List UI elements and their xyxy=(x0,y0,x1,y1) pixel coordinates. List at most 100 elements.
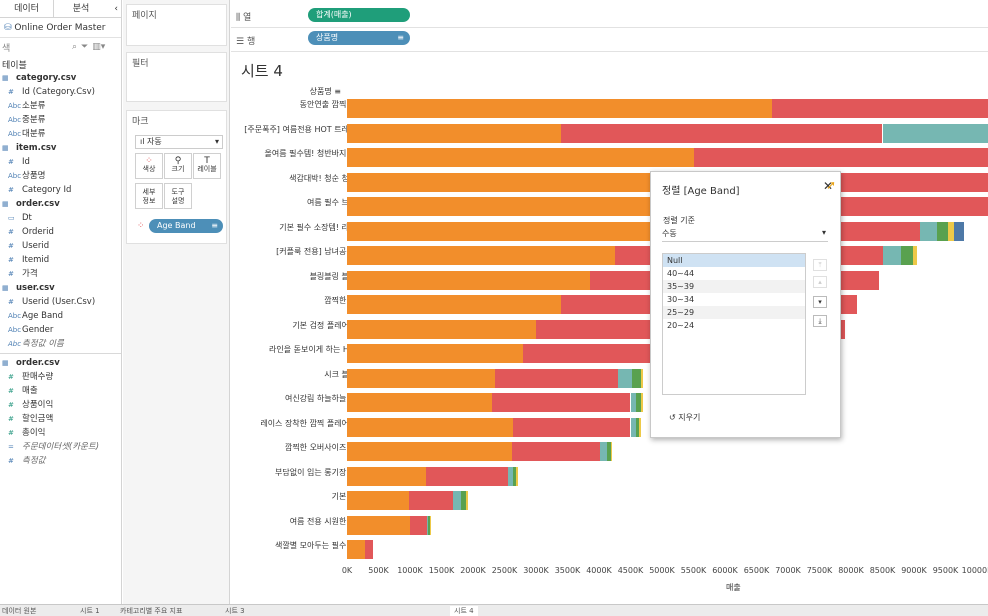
row-label[interactable]: 동안연출 깜찍 원피스 xyxy=(299,100,371,109)
bar-segment[interactable] xyxy=(347,197,738,216)
field-item[interactable]: Abc측정값 이름 xyxy=(8,339,64,349)
field-item[interactable]: # 상품이익 xyxy=(8,400,54,410)
view-toggle-icon[interactable]: ▥▾ xyxy=(92,42,106,52)
bar-segment[interactable] xyxy=(512,442,601,461)
field-item[interactable]: Abc대분류 xyxy=(8,129,46,139)
label-button[interactable]: T 레이블 xyxy=(193,153,221,179)
move-top-button[interactable]: ⤒ xyxy=(813,259,827,271)
row-label[interactable]: [주문폭주] 여름전용 HOT 트레이닝복 xyxy=(244,124,371,134)
bar-segment[interactable] xyxy=(347,515,410,535)
move-up-button[interactable]: ▴ xyxy=(813,276,827,288)
bar-segment[interactable] xyxy=(347,246,615,265)
field-item[interactable]: # 측정값 xyxy=(8,456,46,466)
field-item[interactable]: Abc중분류 xyxy=(8,115,46,125)
bar-segment[interactable] xyxy=(347,540,365,559)
field-item[interactable]: Abc소분류 xyxy=(8,101,46,111)
filters-card[interactable]: 필터 xyxy=(126,52,227,102)
move-bottom-button[interactable]: ⤓ xyxy=(813,315,827,327)
field-item[interactable]: = 주문데이터셋(카운트) xyxy=(8,442,100,452)
bar-segment[interactable] xyxy=(364,540,373,559)
row-label[interactable]: 부담없이 입는 롱기장 원피스 xyxy=(275,467,371,477)
bar-segment[interactable] xyxy=(630,417,637,437)
bar-segment[interactable] xyxy=(513,417,631,437)
bar-segment[interactable] xyxy=(641,393,644,412)
bar-segment[interactable] xyxy=(347,221,732,241)
bar-segment[interactable] xyxy=(561,123,883,143)
field-item[interactable]: # Id xyxy=(8,157,30,167)
row-label[interactable]: 여신강림 하늘하늘 원피스 xyxy=(284,394,371,403)
bar-segment[interactable] xyxy=(632,368,641,388)
bar-segment[interactable] xyxy=(516,466,519,486)
row-label[interactable]: 색감대박! 청순 청스커트 xyxy=(289,173,371,183)
field-item[interactable]: # Userid (User.Csv) xyxy=(8,297,96,307)
sort-list-item[interactable]: Null xyxy=(663,254,805,267)
filter-icon[interactable]: ⏷ xyxy=(81,42,89,52)
tab-data[interactable]: 데이터 xyxy=(0,0,54,17)
bar-segment[interactable] xyxy=(408,491,454,510)
bar-segment[interactable] xyxy=(347,368,496,388)
age-band-pill[interactable]: Age Band ≡ xyxy=(149,219,223,233)
field-item[interactable]: # 매출 xyxy=(8,386,38,396)
bar-segment[interactable] xyxy=(948,221,954,241)
field-item[interactable]: Abc상품명 xyxy=(8,171,46,181)
field-item[interactable]: # Orderid xyxy=(8,227,54,237)
bar-segment[interactable] xyxy=(610,442,613,461)
tooltip-button[interactable]: 도구 설명 xyxy=(164,183,192,209)
bar-segment[interactable] xyxy=(617,368,633,388)
row-label[interactable]: 기본 검정 플레어스커트 xyxy=(292,320,371,330)
bar-segment[interactable] xyxy=(347,270,590,290)
bar-segment[interactable] xyxy=(347,442,513,461)
bar-segment[interactable] xyxy=(640,368,644,388)
row-label[interactable]: 레이스 장착한 깜찍 플레어스커트 xyxy=(260,418,371,428)
field-item[interactable]: # Id (Category.Csv) xyxy=(8,87,95,97)
bar-segment[interactable] xyxy=(513,466,517,486)
bar-segment[interactable] xyxy=(693,148,988,167)
row-label[interactable]: 블링블링 블라우스 xyxy=(309,271,371,281)
bar-segment[interactable] xyxy=(410,515,427,535)
tab-sheet1[interactable]: 시트 1 xyxy=(80,607,100,615)
tab-datasource[interactable]: 데이터 원본 xyxy=(2,607,37,615)
row-label[interactable]: 올여름 필수템! 청반바지 필수템 xyxy=(264,149,371,158)
row-label[interactable]: 기본 필수 소장템! 라운드티 xyxy=(279,222,371,232)
tab-category[interactable]: 카테고리별 주요 지표 xyxy=(120,607,183,615)
field-item[interactable]: # Category Id xyxy=(8,185,72,195)
sort-list[interactable]: Null 40~44 35~39 30~34 25~29 20~24 xyxy=(662,253,806,395)
bar-segment[interactable] xyxy=(953,221,965,241)
clear-button[interactable]: ↺ 지우기 xyxy=(669,413,701,422)
search-input[interactable]: 색 xyxy=(2,43,11,54)
bar-segment[interactable] xyxy=(428,515,430,535)
columns-shelf[interactable]: ⫼ 열 합계(매출) xyxy=(231,4,988,28)
tab-sheet4[interactable]: 시트 4 xyxy=(450,606,478,616)
sort-list-item[interactable]: 30~34 xyxy=(667,295,695,304)
field-item[interactable]: # 할인금액 xyxy=(8,414,54,424)
mark-type-select[interactable]: ıl 자동 ▾ xyxy=(135,135,223,149)
rows-pill[interactable]: 상품명 ≡ xyxy=(308,31,410,45)
bar-segment[interactable] xyxy=(630,393,636,412)
sort-list-item[interactable]: 40~44 xyxy=(667,269,695,278)
close-icon[interactable]: ✕ xyxy=(823,179,834,193)
bar-segment[interactable] xyxy=(429,515,431,535)
bar-segment[interactable] xyxy=(466,491,468,510)
tab-sheet3[interactable]: 시트 3 xyxy=(225,607,245,615)
bar-segment[interactable] xyxy=(882,246,902,265)
bar-segment[interactable] xyxy=(920,221,938,241)
bar-segment[interactable] xyxy=(635,393,642,412)
field-item[interactable]: AbcAge Band xyxy=(8,311,63,321)
sort-by-select[interactable]: 수동 ▾ xyxy=(662,228,828,242)
field-item[interactable]: AbcGender xyxy=(8,325,54,335)
move-down-button[interactable]: ▾ xyxy=(813,296,827,308)
sort-list-item[interactable]: 20~24 xyxy=(667,321,695,330)
search-icon[interactable]: ⌕ xyxy=(72,42,78,52)
size-button[interactable]: ⚲ 크기 xyxy=(164,153,192,179)
bar-segment[interactable] xyxy=(425,466,508,486)
row-label[interactable]: 여름 전용 시원한 면바지 xyxy=(289,516,371,526)
field-item[interactable]: ▭ Dt xyxy=(8,213,32,223)
bar-segment[interactable] xyxy=(461,491,467,510)
row-label[interactable]: 여름 필수 브이넥티 xyxy=(307,198,371,207)
row-label[interactable]: 색깔별 모아두는 필수 셔츠템 xyxy=(275,541,371,550)
field-item[interactable]: # Itemid xyxy=(8,255,50,265)
sort-list-item[interactable]: 25~29 xyxy=(663,306,805,319)
row-label[interactable]: [커플룩 전용] 남녀공용 셔츠 xyxy=(276,247,371,256)
table-item[interactable]: ▦ item.csv xyxy=(2,143,57,153)
bar-segment[interactable] xyxy=(347,295,562,314)
